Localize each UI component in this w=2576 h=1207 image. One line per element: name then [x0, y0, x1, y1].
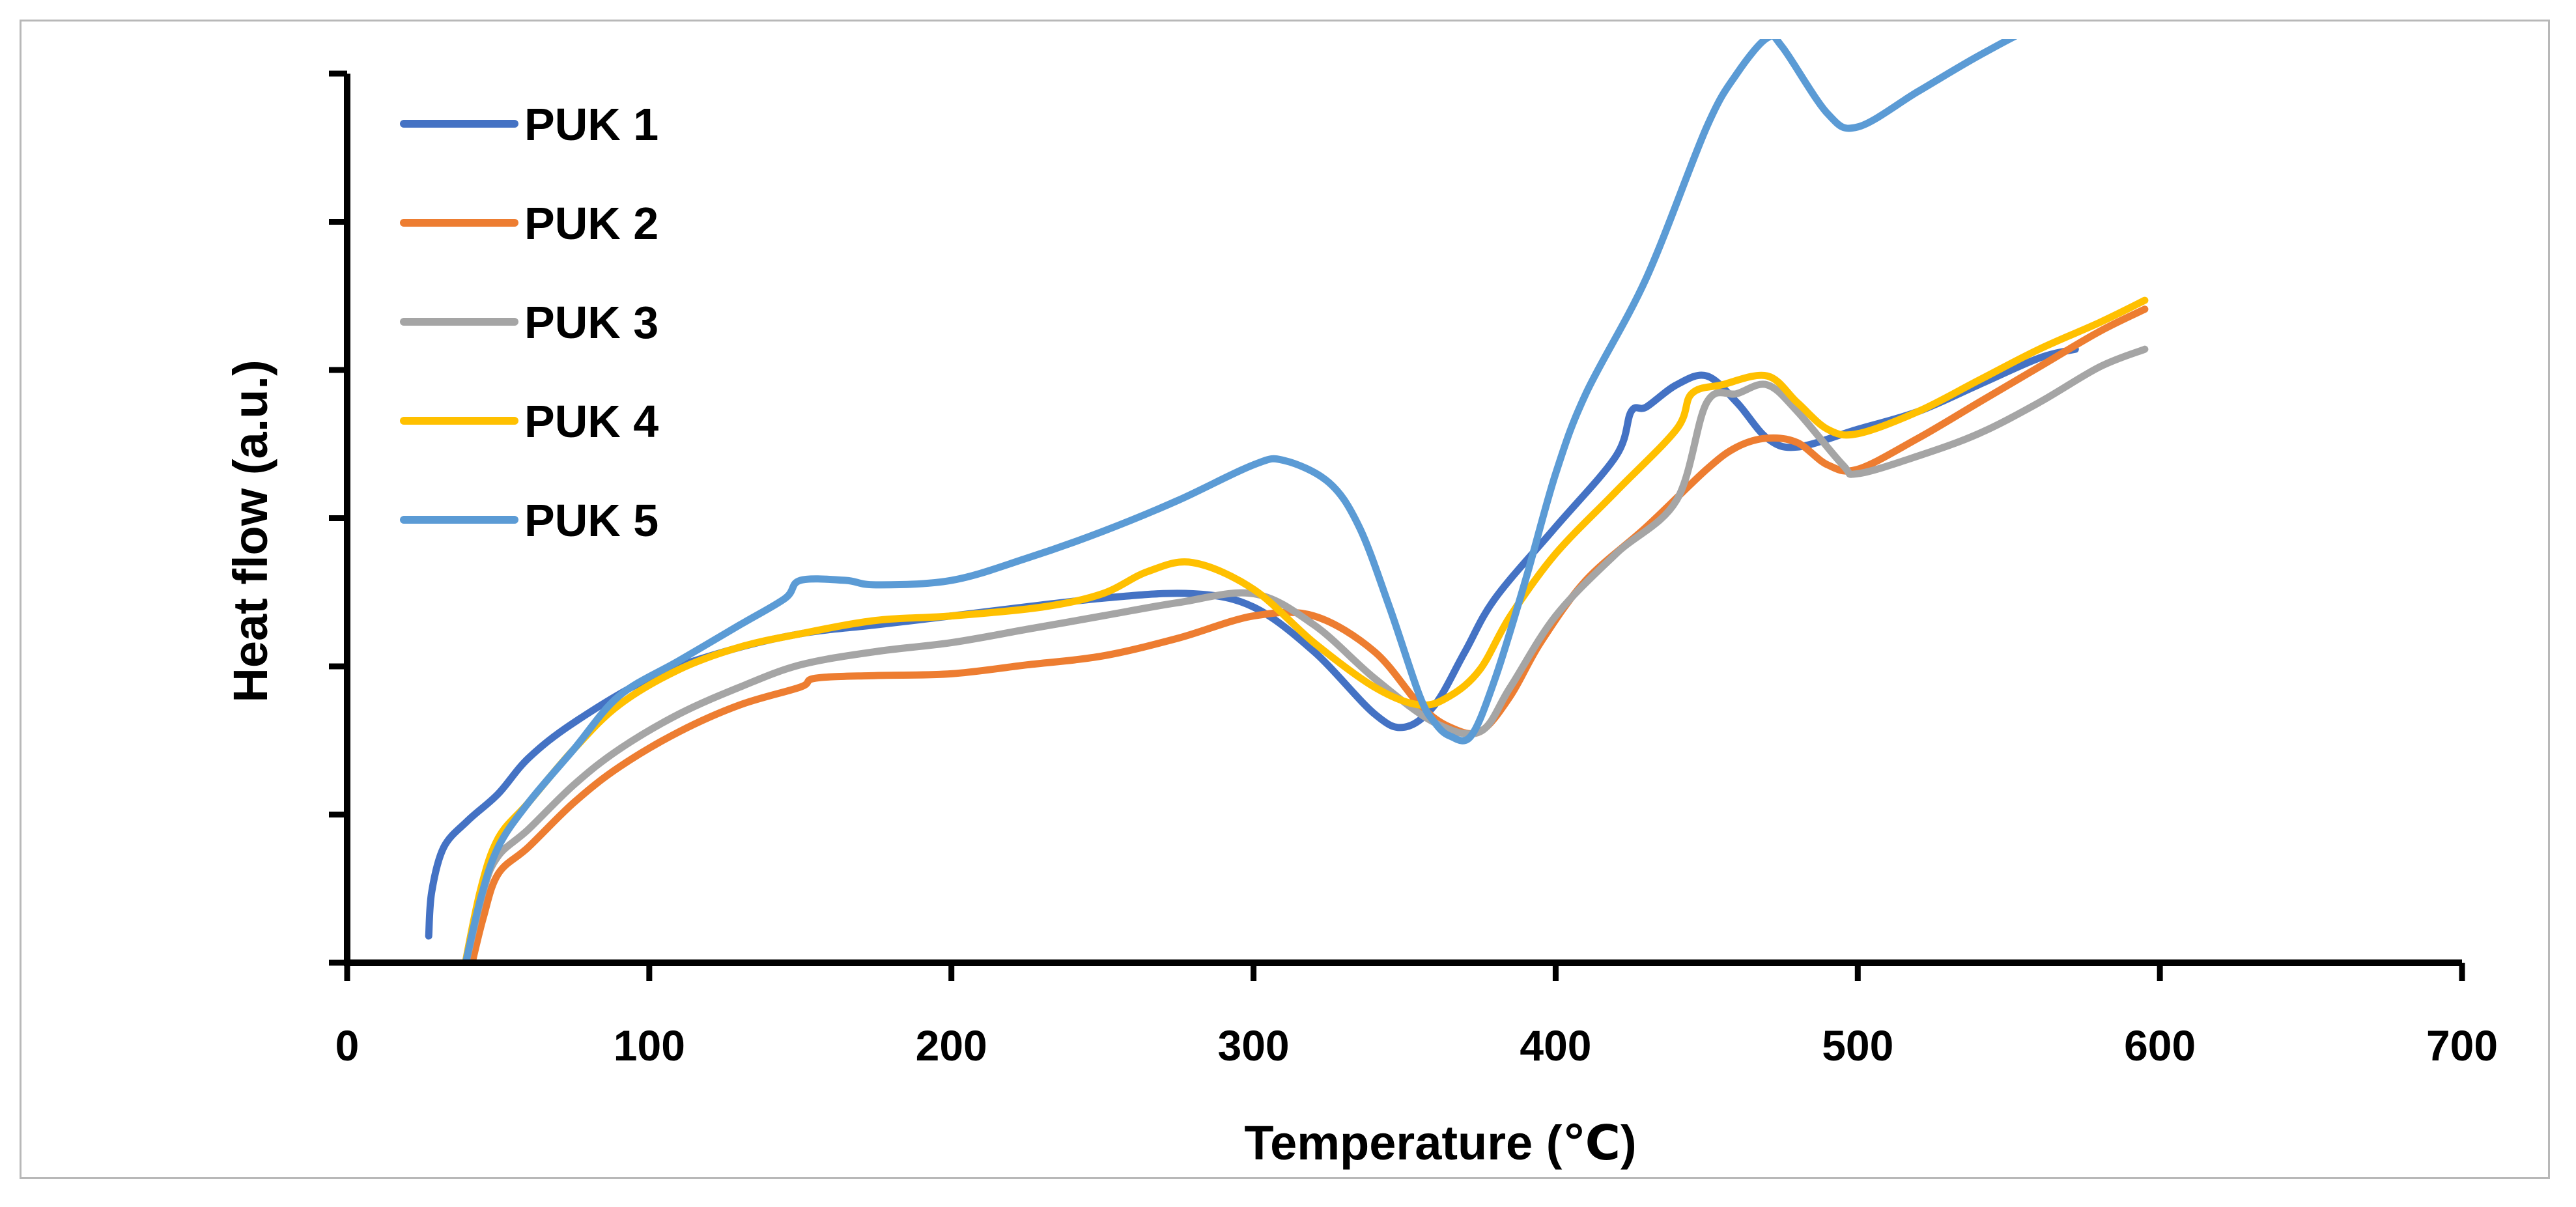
legend: PUK 1 PUK 2 PUK 3 PUK 4 PUK 5 — [400, 99, 658, 546]
x-tick-label: 400 — [1520, 1021, 1591, 1070]
series-line-puk-2 — [468, 305, 2149, 963]
series-line-puk-1 — [425, 345, 2079, 940]
series-lines — [425, 39, 2149, 963]
legend-label: PUK 5 — [524, 495, 658, 546]
x-tick-label: 300 — [1218, 1021, 1290, 1070]
legend-label: PUK 4 — [524, 396, 658, 447]
axis-ticks: 0 100 200 300 400 500 600 700 — [329, 70, 2498, 1070]
chart-frame — [20, 20, 2550, 1179]
legend-label: PUK 1 — [524, 99, 658, 150]
axes — [344, 74, 2462, 966]
series-line-puk-4 — [461, 296, 2149, 963]
x-tick-label: 700 — [2426, 1021, 2498, 1070]
y-axis-title: Heat flow (a.u.) — [223, 360, 277, 702]
legend-label: PUK 3 — [524, 297, 658, 348]
x-tick-label: 600 — [2124, 1021, 2196, 1070]
x-tick-label: 500 — [1822, 1021, 1893, 1070]
x-axis-title: Temperature (℃) — [1244, 1116, 1636, 1170]
series-line-puk-5 — [462, 39, 2018, 963]
x-tick-label: 200 — [916, 1021, 987, 1070]
series-line-puk-3 — [462, 345, 2149, 963]
legend-label: PUK 2 — [524, 198, 658, 249]
x-tick-label: 100 — [614, 1021, 685, 1070]
x-tick-label: 0 — [335, 1021, 360, 1070]
